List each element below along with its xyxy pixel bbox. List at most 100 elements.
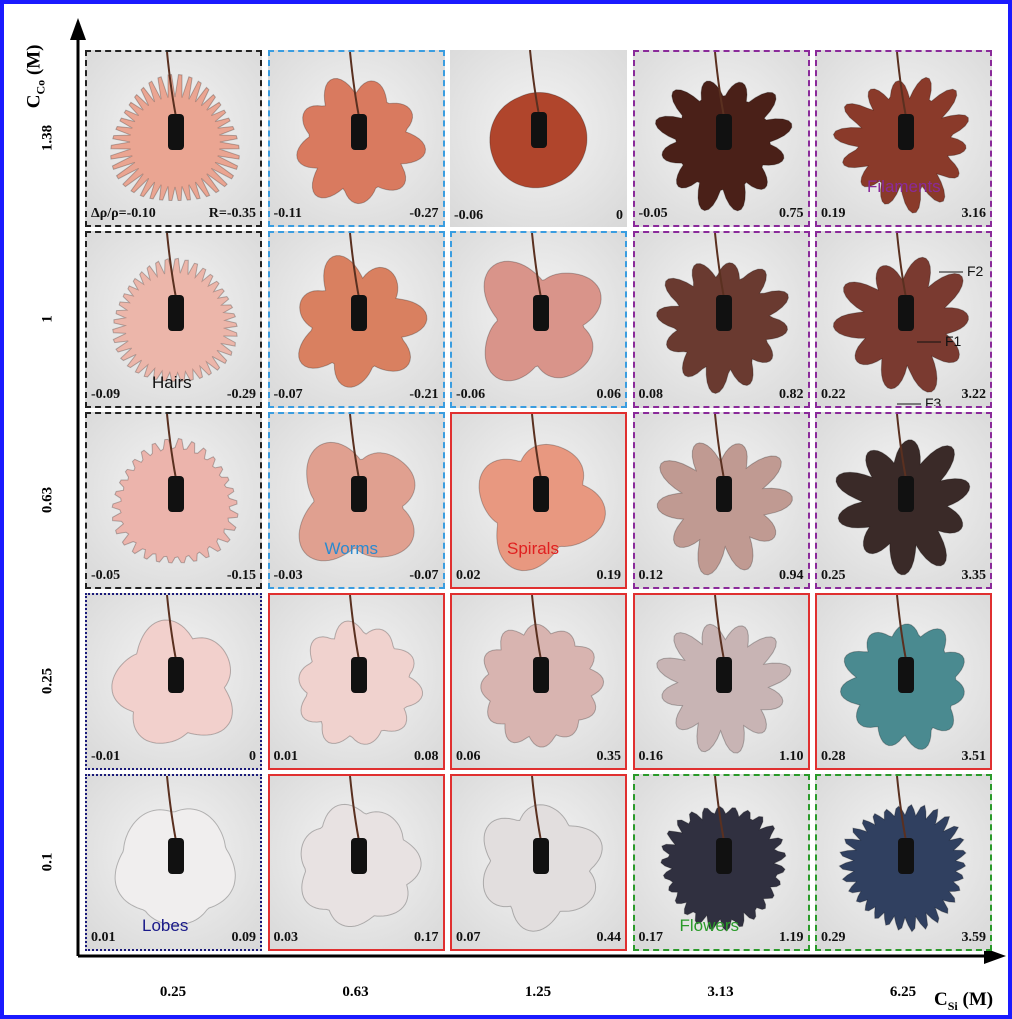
right-value: 0.35 xyxy=(597,749,622,765)
nozzle xyxy=(716,657,732,693)
left-value: -0.03 xyxy=(274,568,303,584)
nozzle xyxy=(898,114,914,150)
x-tick-label: 0.63 xyxy=(342,984,368,1001)
specimen xyxy=(270,233,445,408)
cell: -0.07-0.21 xyxy=(268,231,445,408)
x-tick-label: 1.25 xyxy=(525,984,551,1001)
cell: -0.11-0.27 xyxy=(268,50,445,227)
x-tick-label: 0.25 xyxy=(160,984,186,1001)
cell: -0.06 0 xyxy=(450,50,627,227)
unit: (M) xyxy=(963,989,994,1010)
nozzle xyxy=(898,295,914,331)
left-value: Δρ/ρ=-0.10 xyxy=(91,206,156,222)
right-value: 0.94 xyxy=(779,568,804,584)
y-tick-label: 0.25 xyxy=(40,668,57,694)
left-value: 0.02 xyxy=(456,568,481,584)
nozzle xyxy=(531,112,547,148)
subscript: Si xyxy=(948,999,958,1013)
right-value: 1.10 xyxy=(779,749,804,765)
x-tick-label: 6.25 xyxy=(890,984,916,1001)
left-value: 0.25 xyxy=(821,568,846,584)
left-value: 0.22 xyxy=(821,387,846,403)
cell: 0.01 0.09 Lobes xyxy=(85,774,262,951)
cell: 0.12 0.94 xyxy=(633,412,810,589)
y-tick-label: 0.63 xyxy=(40,487,57,513)
specimen xyxy=(452,414,627,589)
unit: (M) xyxy=(23,45,44,76)
right-value: 0.44 xyxy=(597,930,622,946)
nozzle xyxy=(533,838,549,874)
nozzle xyxy=(898,476,914,512)
left-value: 0.29 xyxy=(821,930,846,946)
right-value: -0.27 xyxy=(409,206,438,222)
right-value: -0.15 xyxy=(227,568,256,584)
pattern-label: Filaments xyxy=(867,177,941,197)
subscript: Co xyxy=(33,80,47,95)
specimen xyxy=(817,595,992,770)
right-value: 3.22 xyxy=(962,387,987,403)
right-value: 3.51 xyxy=(962,749,987,765)
left-value: -0.05 xyxy=(91,568,120,584)
nozzle xyxy=(351,838,367,874)
specimen xyxy=(817,414,992,589)
cell: Δρ/ρ=-0.10R=-0.35 xyxy=(85,50,262,227)
pattern-label: Lobes xyxy=(142,916,188,936)
right-value: 3.16 xyxy=(962,206,987,222)
nozzle xyxy=(533,476,549,512)
filament-label: F2 xyxy=(967,263,983,279)
left-value: 0.12 xyxy=(639,568,664,584)
specimen xyxy=(270,52,445,227)
specimen xyxy=(452,595,627,770)
left-value: 0.17 xyxy=(639,930,664,946)
left-value: -0.06 xyxy=(454,208,483,224)
specimen xyxy=(270,776,445,951)
right-value: 0 xyxy=(616,208,623,224)
y-tick-label: 1.38 xyxy=(40,125,57,151)
left-value: 0.28 xyxy=(821,749,846,765)
nozzle xyxy=(716,295,732,331)
nozzle xyxy=(351,657,367,693)
cell: 0.161.10 xyxy=(633,593,810,770)
cell: 0.29 3.59 xyxy=(815,774,992,951)
right-value: 1.19 xyxy=(779,930,804,946)
y-tick-label: 0.1 xyxy=(40,853,57,872)
nozzle xyxy=(351,114,367,150)
specimen xyxy=(87,52,262,227)
y-tick-label: 1 xyxy=(40,315,57,323)
right-value: 0.17 xyxy=(414,930,439,946)
left-value: 0.07 xyxy=(456,930,481,946)
nozzle xyxy=(168,838,184,874)
cell: 0.06 0.35 xyxy=(450,593,627,770)
nozzle xyxy=(351,476,367,512)
right-value: 3.59 xyxy=(962,930,987,946)
specimen xyxy=(817,52,992,227)
left-value: 0.06 xyxy=(456,749,481,765)
left-value: 0.01 xyxy=(274,749,299,765)
nozzle xyxy=(533,295,549,331)
cell: 0.19 3.16 Filaments xyxy=(815,50,992,227)
right-value: -0.29 xyxy=(227,387,256,403)
x-axis-title: CSi (M) xyxy=(934,989,993,1014)
cell: -0.09-0.29Hairs xyxy=(85,231,262,408)
pattern-label: Hairs xyxy=(152,373,192,393)
left-value: 0.03 xyxy=(274,930,299,946)
specimen xyxy=(87,595,262,770)
right-value: 0.09 xyxy=(232,930,257,946)
cell: 0.07 0.44 xyxy=(450,774,627,951)
specimen xyxy=(635,595,810,770)
nozzle xyxy=(898,657,914,693)
y-axis-title: CCo (M) xyxy=(23,45,48,109)
right-value: 0 xyxy=(249,749,256,765)
nozzle xyxy=(716,114,732,150)
filament-label: F1 xyxy=(945,333,961,349)
left-value: 0.19 xyxy=(821,206,846,222)
cell: -0.010 xyxy=(85,593,262,770)
specimen xyxy=(635,414,810,589)
left-value: 0.01 xyxy=(91,930,116,946)
